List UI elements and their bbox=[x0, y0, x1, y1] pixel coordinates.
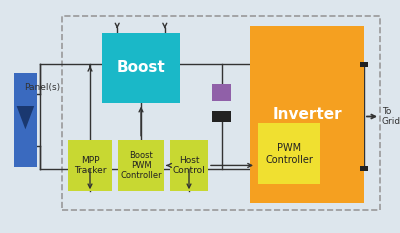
Text: To
Grid: To Grid bbox=[382, 107, 400, 126]
Text: Boost
PWM
Controller: Boost PWM Controller bbox=[120, 151, 162, 180]
Bar bbox=[360, 166, 368, 171]
Text: Inverter: Inverter bbox=[272, 107, 342, 122]
Text: Panel(s): Panel(s) bbox=[24, 83, 60, 92]
Bar bbox=[250, 26, 364, 203]
Bar bbox=[212, 111, 231, 122]
Bar bbox=[14, 73, 37, 167]
Bar bbox=[102, 33, 180, 103]
Polygon shape bbox=[17, 106, 34, 129]
Bar bbox=[170, 140, 208, 191]
Bar bbox=[258, 123, 320, 184]
Text: MPP
Tracker: MPP Tracker bbox=[74, 156, 106, 175]
Text: PWM
Controller: PWM Controller bbox=[265, 143, 313, 164]
Bar bbox=[212, 84, 231, 101]
Bar bbox=[118, 140, 164, 191]
Text: Boost: Boost bbox=[117, 60, 165, 75]
Bar bbox=[360, 62, 368, 67]
Bar bbox=[62, 16, 380, 210]
Text: Host
Control: Host Control bbox=[173, 156, 205, 175]
Bar bbox=[68, 140, 112, 191]
